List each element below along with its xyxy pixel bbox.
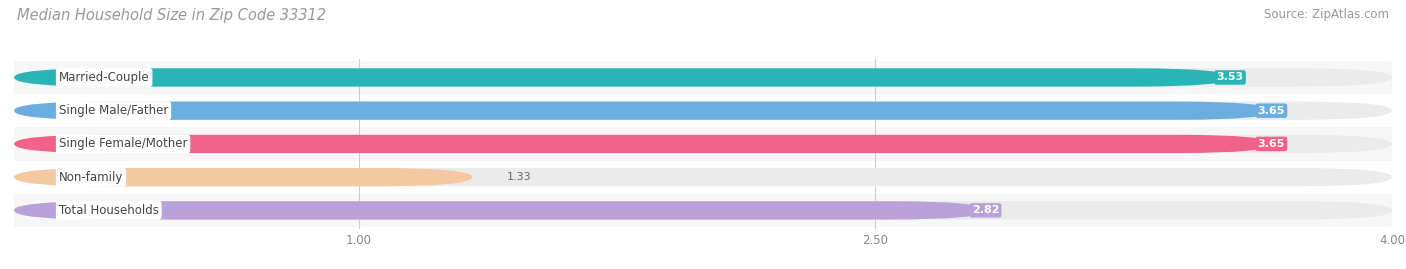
FancyBboxPatch shape	[14, 101, 1271, 120]
Text: Non-family: Non-family	[59, 171, 124, 184]
Text: Single Female/Mother: Single Female/Mother	[59, 137, 187, 150]
Text: Single Male/Father: Single Male/Father	[59, 104, 169, 117]
FancyBboxPatch shape	[14, 194, 1392, 227]
FancyBboxPatch shape	[14, 161, 1392, 194]
FancyBboxPatch shape	[14, 61, 1392, 94]
Text: 3.53: 3.53	[1216, 72, 1243, 83]
Text: Total Households: Total Households	[59, 204, 159, 217]
FancyBboxPatch shape	[14, 101, 1392, 120]
FancyBboxPatch shape	[14, 168, 472, 186]
Text: Source: ZipAtlas.com: Source: ZipAtlas.com	[1264, 8, 1389, 21]
FancyBboxPatch shape	[14, 135, 1271, 153]
Text: 1.33: 1.33	[506, 172, 531, 182]
FancyBboxPatch shape	[14, 201, 986, 220]
FancyBboxPatch shape	[14, 94, 1392, 127]
FancyBboxPatch shape	[14, 68, 1230, 87]
FancyBboxPatch shape	[14, 127, 1392, 161]
FancyBboxPatch shape	[14, 135, 1392, 153]
Text: 3.65: 3.65	[1258, 139, 1285, 149]
Text: Median Household Size in Zip Code 33312: Median Household Size in Zip Code 33312	[17, 8, 326, 23]
FancyBboxPatch shape	[14, 168, 1392, 186]
Text: Married-Couple: Married-Couple	[59, 71, 149, 84]
Text: 2.82: 2.82	[972, 205, 1000, 215]
Text: 3.65: 3.65	[1258, 106, 1285, 116]
FancyBboxPatch shape	[14, 201, 1392, 220]
FancyBboxPatch shape	[14, 68, 1392, 87]
